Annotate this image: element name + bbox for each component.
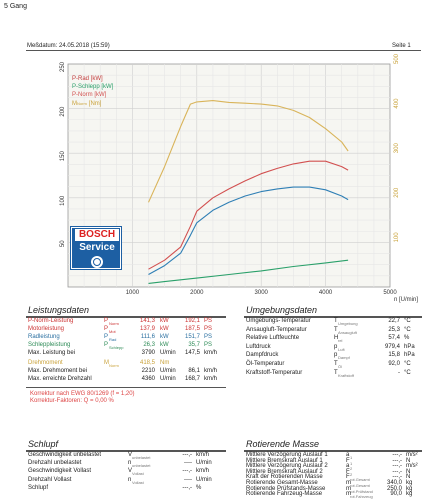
section-title: Leistungsdaten [28, 305, 90, 315]
table-row: Luftdruck p Luft 979,4 hPa [246, 343, 415, 352]
table-row: Rotierende Fahrzeug-Masse m rot.Fahrzeug 90… [246, 491, 413, 500]
table-row: Dampfdruck p Dampf 15,8 hPa [246, 352, 415, 361]
correction-note: Korrektur nach EWG 80/1269 (f = 1,20) [30, 391, 135, 397]
y-left-tick-label: 150 [60, 151, 66, 162]
table-row: Geschwindigkeit Vollast V Vollast ---,- km/h [28, 468, 210, 477]
y-left-tick-label: 250 [60, 61, 66, 72]
x-tick-label: 5000 [383, 290, 397, 296]
table-row: P-Norm-Leistung P Norm 141,3 kW 192,1 PS [28, 318, 213, 326]
table-row: Mittlere Bremskraft Auslauf 1 F 1 ---,- N [246, 457, 411, 466]
series-line-0 [148, 160, 349, 270]
logo-text-bosch: BOSCH [75, 229, 119, 241]
section-title: Rotierende Masse [246, 439, 320, 449]
legend-item: P-Norm [kW] [72, 92, 107, 98]
table-row: Drehmoment M Norm 418,5 Nm [28, 360, 170, 368]
y-left-tick-label: 50 [60, 240, 66, 247]
table-row: Radleistung P Rad 111,6 kW 151,7 PS [28, 334, 213, 342]
section-title: Umgebungsdaten [246, 305, 318, 315]
logo-text-service: Service [79, 242, 115, 253]
y-right-tick-label: 100 [394, 232, 400, 243]
table-row: Rotierende Prüfstands-Masse m rot.Prüfstan… [246, 485, 413, 494]
table-row: Rotierende Gesamt-Masse m rot.Gesamt 340,0 k… [246, 480, 413, 488]
legend-item: MNorm [Nm] [72, 101, 102, 107]
table-row: Mittlere Bremskraft Auslauf 2 F 2 ---,- N [246, 468, 411, 477]
table-row: Max. Drehmoment bei 2210 U/min 86,1 km/h [28, 368, 218, 374]
legend-item: P-Schlepp [kW] [72, 84, 114, 90]
y-right-tick-label: 200 [394, 187, 400, 198]
correction-factor-note: Korrektur-Faktoren: Q = 0,00 % [30, 398, 114, 404]
x-tick-label: 1000 [126, 290, 140, 296]
table-row: Motorleistung P Mot 137,9 kW 187,5 PS [28, 326, 213, 334]
header-rule [26, 50, 421, 51]
x-tick-label: 2000 [190, 290, 204, 296]
table-row: Öl-Temperatur T Öl 92,0 °C [246, 361, 411, 369]
power-torque-chart: 1000 2000 3000 4000 5000 50 100 150 200 250 100 200… [60, 53, 418, 303]
table-row: Drehzahl Vollast n Vollast ---- U/min [28, 476, 212, 485]
page-number: Seite 1 [392, 43, 411, 49]
measure-date: Meßdatum: 24.05.2018 (15:59) [27, 43, 110, 49]
bosch-service-logo: BOSCH Service [70, 226, 122, 270]
leistungsdaten-section: Leistungsdaten P-Norm-Leistung P Norm 141,3… [26, 303, 226, 433]
table-row: Drehzahl unbelastet n unbelastet ---- U/min [28, 460, 212, 469]
table-row: Max. erreichte Drehzahl 4360 U/min 168,7 km/… [28, 376, 218, 382]
y-right-tick-label: 500 [394, 53, 400, 64]
table-row: Umgebungs-Temperatur T Umgebung 22,7 °C [246, 318, 411, 326]
table-row: Mittlere Verzögerung Auslauf 1 a 1 ---,- m/s… [246, 452, 418, 460]
x-tick-label: 3000 [255, 290, 269, 296]
series-line-3 [147, 100, 349, 203]
table-row: Schlupf ---,-% [28, 484, 202, 491]
y-right-tick-label: 400 [394, 98, 400, 109]
table-row: Ansaugluft-Temperatur T Ansaugluft 25,3 °C [246, 326, 411, 335]
table-row: Schleppleistung P Schlepp 26,3 kW 35,7 PS [28, 342, 213, 350]
rotierende-masse-section: Rotierende Masse Mittlere Verzögerung Au… [244, 437, 422, 499]
umgebungsdaten-section: Umgebungsdaten Umgebungs-Temperatur T Umge… [244, 303, 422, 387]
series-line-1 [148, 186, 349, 275]
report-title: 5 Gang [4, 3, 27, 10]
y-right-tick-label: 300 [394, 143, 400, 154]
table-row: Mittlere Verzögerung Auslauf 2 a 2 ---,- m/s… [246, 463, 418, 472]
series-line-2 [148, 259, 349, 284]
logo-emblem-icon [91, 256, 103, 268]
table-row: Kraftstoff-Temperatur T Kraftstoff - °C [246, 369, 411, 378]
table-row: Max. Leistung bei 3790 U/min 147,5 km/h [28, 350, 218, 356]
legend-item: P-Rad [kW] [72, 76, 103, 82]
x-tick-label: 4000 [319, 290, 333, 296]
x-axis-label: n [U/min] [394, 297, 418, 303]
section-title: Schlupf [28, 439, 59, 449]
y-left-tick-label: 100 [60, 195, 66, 206]
y-left-tick-label: 200 [60, 106, 66, 117]
